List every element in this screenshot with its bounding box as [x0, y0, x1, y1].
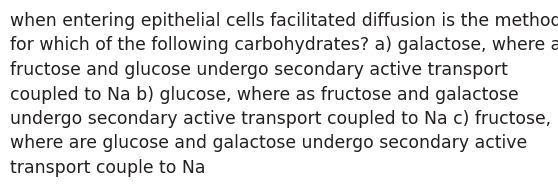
Text: when entering epithelial cells facilitated diffusion is the method: when entering epithelial cells facilitat… [10, 12, 558, 30]
Text: coupled to Na b) glucose, where as fructose and galactose: coupled to Na b) glucose, where as fruct… [10, 86, 518, 104]
Text: for which of the following carbohydrates? a) galactose, where as: for which of the following carbohydrates… [10, 36, 558, 55]
Text: undergo secondary active transport coupled to Na c) fructose,: undergo secondary active transport coupl… [10, 110, 551, 128]
Text: transport couple to Na: transport couple to Na [10, 159, 205, 177]
Text: fructose and glucose undergo secondary active transport: fructose and glucose undergo secondary a… [10, 61, 508, 79]
Text: where are glucose and galactose undergo secondary active: where are glucose and galactose undergo … [10, 134, 527, 152]
